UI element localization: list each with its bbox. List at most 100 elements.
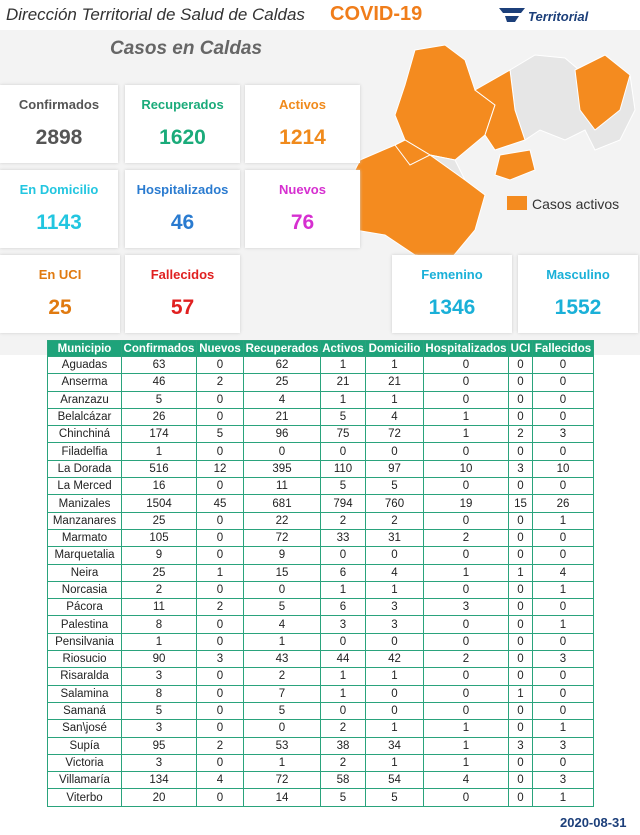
cell-value: 5	[121, 701, 197, 721]
cell-value: 72	[365, 425, 424, 444]
stat-card: En UCI 25	[0, 255, 120, 333]
covid-tag: COVID-19	[330, 3, 423, 25]
cell-value: 6	[320, 598, 366, 617]
cell-value: 25	[121, 563, 197, 582]
cell-value: 9	[243, 546, 321, 565]
cell-value: 0	[196, 753, 244, 773]
cell-value: 0	[532, 477, 594, 496]
cell-value: 16	[121, 477, 197, 496]
cell-value: 5	[320, 407, 366, 427]
logo-text: Territorial	[528, 9, 589, 24]
cell-value: 33	[320, 528, 366, 548]
cell-value: 0	[423, 684, 509, 703]
cell-value: 1	[320, 580, 366, 600]
stat-label: Hospitalizados	[136, 182, 229, 197]
cell-value: 2	[423, 650, 509, 669]
cell-value: 26	[532, 494, 594, 513]
cell-value: 21	[320, 373, 366, 392]
cell-value: 0	[320, 632, 366, 652]
stat-card: Hospitalizados 46	[125, 170, 240, 248]
cell-value: 3	[121, 719, 197, 738]
cell-value: 5	[320, 788, 366, 807]
municipio: Anserma	[47, 373, 122, 392]
cell-value: 3	[423, 598, 509, 617]
cell-value: 2	[196, 736, 244, 755]
cell-value: 0	[508, 598, 533, 617]
stat-card: Activos 1214	[245, 85, 360, 163]
stat-label: Femenino	[421, 267, 483, 282]
cell-value: 0	[423, 580, 509, 600]
table-row: Palestina 8 0 4 3 3 0 0 1	[47, 615, 594, 634]
cell-value: 0	[365, 632, 424, 652]
cell-value: 1	[365, 580, 424, 600]
cell-value: 5	[365, 788, 424, 807]
cell-value: 2	[365, 511, 424, 530]
cell-value: 1	[423, 719, 509, 738]
cell-value: 1	[508, 684, 533, 703]
cell-value: 1	[196, 563, 244, 582]
cell-value: 0	[508, 442, 533, 461]
cell-value: 0	[196, 701, 244, 721]
cell-value: 0	[365, 546, 424, 565]
cell-value: 72	[243, 528, 321, 548]
cell-value: 0	[365, 701, 424, 721]
map	[339, 44, 636, 261]
cell-value: 1	[365, 753, 424, 773]
table-row: Marmato 105 0 72 33 31 2 0 0	[47, 528, 594, 548]
column-header: Activos	[320, 340, 366, 357]
table-row: Salamina 8 0 7 1 0 0 1 0	[47, 684, 594, 703]
municipio: Marquetalia	[47, 546, 122, 565]
cell-value: 25	[121, 511, 197, 530]
cell-value: 0	[196, 684, 244, 703]
cell-value: 134	[121, 771, 197, 790]
cell-value: 54	[365, 771, 424, 790]
column-header: Municipio	[47, 340, 122, 357]
stat-value: 57	[170, 296, 195, 319]
cell-value: 8	[121, 684, 197, 703]
cell-value: 0	[532, 442, 594, 461]
municipio: Riosucio	[47, 650, 122, 669]
cell-value: 0	[508, 771, 533, 790]
cell-value: 110	[320, 459, 366, 479]
cell-value: 0	[365, 684, 424, 703]
cell-value: 1	[508, 563, 533, 582]
cell-value: 1	[121, 442, 197, 461]
cell-value: 1	[121, 632, 197, 652]
stat-label: Fallecidos	[150, 267, 215, 282]
cell-value: 3	[532, 425, 594, 444]
municipio: Manizales	[47, 494, 122, 513]
cell-value: 1	[243, 753, 321, 773]
cell-value: 0	[508, 701, 533, 721]
column-header: Nuevos	[196, 340, 244, 357]
column-header: Domicilio	[365, 340, 424, 357]
cell-value: 0	[532, 701, 594, 721]
cell-value: 794	[320, 494, 366, 513]
stat-value: 1552	[554, 296, 602, 319]
legend-swatch	[507, 196, 527, 210]
cell-value: 0	[508, 719, 533, 738]
cell-value: 11	[121, 598, 197, 617]
table-row: Aguadas 63 0 62 1 1 0 0 0	[47, 355, 594, 375]
stat-label: Masculino	[546, 267, 610, 282]
cell-value: 10	[423, 459, 509, 479]
cell-value: 96	[243, 425, 321, 444]
cell-value: 1	[532, 719, 594, 738]
cell-value: 0	[532, 598, 594, 617]
table-row: Manizales 1504 45 681 794 760 19 15 26	[47, 494, 594, 513]
municipio: Viterbo	[47, 788, 122, 807]
cell-value: 9	[121, 546, 197, 565]
cell-value: 1	[320, 684, 366, 703]
cell-value: 22	[243, 511, 321, 530]
cell-value: 11	[243, 477, 321, 496]
cell-value: 3	[121, 753, 197, 773]
table-row: Pácora 11 2 5 6 3 3 0 0	[47, 598, 594, 617]
cell-value: 0	[196, 719, 244, 738]
cell-value: 5	[243, 598, 321, 617]
logo-icon	[499, 8, 525, 22]
municipio: Marmato	[47, 528, 122, 548]
cell-value: 3	[365, 615, 424, 634]
cell-value: 1	[320, 667, 366, 686]
table-row: Risaralda 3 0 2 1 1 0 0 0	[47, 667, 594, 686]
cell-value: 0	[508, 788, 533, 807]
